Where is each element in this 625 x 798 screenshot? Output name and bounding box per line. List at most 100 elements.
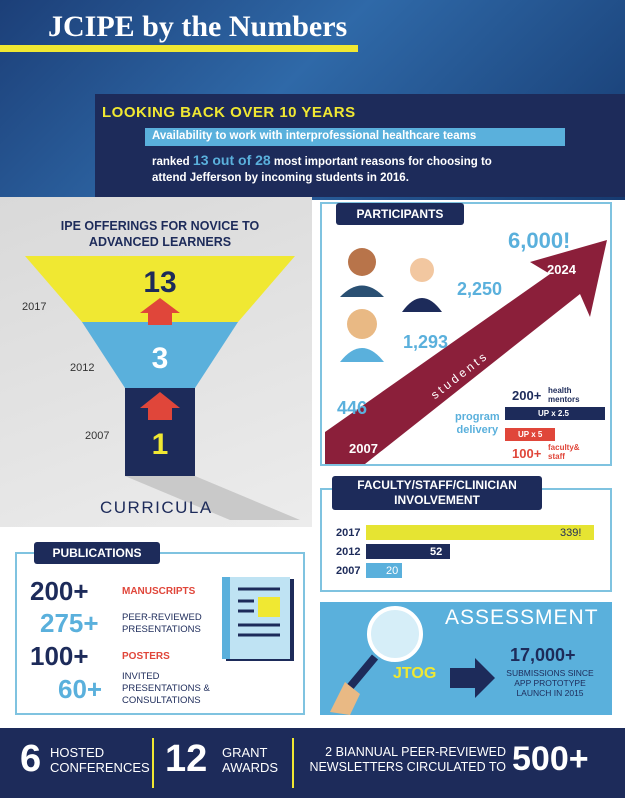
footer-label: 2 BIANNUAL PEER-REVIEWED NEWSLETTERS CIR… [302, 745, 506, 775]
funnel [25, 256, 300, 520]
bar-year: 2012 [336, 546, 361, 558]
line: FACULTY/STAFF/CLINICIAN [357, 478, 517, 492]
highlight: 13 out of 28 [192, 152, 271, 168]
footer-label: GRANT AWARDS [222, 745, 278, 775]
point: 1,293 [403, 332, 449, 352]
program-delivery: program delivery [455, 411, 500, 437]
assessment-label: SUBMISSIONS SINCE APP PROTOTYPE LAUNCH I… [500, 668, 600, 698]
mentors-label: health mentors [548, 386, 580, 404]
growth-arrow [325, 240, 607, 464]
line: LAUNCH IN 2015 [516, 688, 584, 698]
line: GRANT [222, 745, 268, 760]
level-value: 3 [151, 342, 169, 375]
bar [366, 563, 402, 578]
faculty-label: faculty& staff [548, 443, 580, 461]
funnel-top [25, 256, 295, 322]
line: CONSULTATIONS [122, 695, 201, 706]
faculty-count: 100+ [512, 446, 542, 461]
line: APP PROTOTYPE [514, 678, 586, 688]
level-year: 2007 [85, 430, 110, 442]
bar [366, 525, 594, 540]
footer-count: 12 [165, 738, 208, 780]
line: NEWSLETTERS CIRCULATED TO [309, 760, 506, 774]
divider [292, 738, 294, 788]
pub-label: POSTERS [122, 651, 170, 662]
pub-label: MANUSCRIPTS [122, 586, 196, 597]
line: PRESENTATIONS & [122, 683, 210, 694]
curricula-heading: IPE OFFERINGS FOR NOVICE TO ADVANCED LEA… [20, 218, 300, 250]
banner-line: ranked 13 out of 28 most important reaso… [152, 152, 492, 168]
bar-label: 52 [430, 546, 443, 558]
text: ranked [152, 156, 190, 168]
banner-highlight-bg [145, 128, 565, 146]
footer-count: 6 [20, 738, 42, 780]
line: ADVANCED LEARNERS [88, 235, 232, 249]
person-icon [347, 309, 377, 339]
person-icon [340, 348, 384, 362]
banner-line: Availability to work with interprofessio… [152, 130, 477, 142]
publications-heading: PUBLICATIONS [34, 542, 160, 564]
bar-label: 20 [386, 565, 399, 577]
participants-graphic [325, 240, 607, 464]
line: CONFERENCES [50, 760, 150, 775]
divider [152, 738, 154, 788]
assessment-heading: ASSESSMENT [445, 606, 599, 629]
start-year: 2007 [349, 441, 378, 456]
growth-bar [505, 407, 605, 420]
arrow [140, 298, 180, 325]
point: 6,000! [508, 228, 571, 253]
mentors-count: 200+ [512, 388, 542, 403]
book-icon [222, 577, 294, 661]
funnel-mid [82, 322, 238, 388]
line: faculty& [548, 443, 580, 452]
pub-count: 200+ [30, 576, 89, 606]
pub-label: PEER-REVIEWED PRESENTATIONS [122, 612, 202, 636]
banner-line: attend Jefferson by incoming students in… [152, 172, 409, 184]
title: JCIPE by the Numbers [48, 10, 348, 43]
participants-box [320, 202, 612, 466]
app-name: JTOG [393, 665, 437, 682]
footer [0, 728, 625, 798]
person-icon [348, 248, 376, 276]
assessment-count: 17,000+ [510, 645, 576, 665]
pub-count: 275+ [40, 608, 99, 638]
line: SUBMISSIONS SINCE [506, 668, 594, 678]
line: INVITED [122, 671, 160, 682]
curricula-label: CURRICULA [100, 498, 213, 517]
shadow [125, 476, 300, 520]
faculty-growth: UP x 5 [518, 430, 543, 439]
pub-count: 100+ [30, 641, 89, 671]
level-value: 1 [151, 428, 169, 461]
level-year: 2012 [70, 362, 95, 374]
bar-label: 339! [560, 527, 582, 539]
magnifier [330, 606, 495, 715]
line: INVOLVEMENT [394, 493, 480, 507]
text: most important reasons for choosing to [273, 156, 492, 168]
line: staff [548, 452, 565, 461]
level-year: 2017 [22, 301, 47, 313]
person-icon [410, 258, 434, 282]
footer-label: HOSTED CONFERENCES [50, 745, 150, 775]
line: AWARDS [222, 760, 279, 775]
person-icon [340, 285, 384, 297]
banner-heading: LOOKING BACK OVER 10 YEARS [102, 104, 356, 121]
publications-box [15, 552, 305, 715]
title-underline [0, 45, 358, 52]
faculty-heading: FACULTY/STAFF/CLINICIAN INVOLVEMENT [332, 476, 542, 510]
bar-year: 2017 [336, 527, 361, 539]
line: program [455, 411, 500, 423]
footer-count: 500+ [512, 740, 589, 778]
line: PRESENTATIONS [122, 624, 201, 635]
point: 2,250 [457, 279, 503, 299]
level-value: 13 [143, 266, 177, 299]
person-icon [402, 298, 442, 312]
end-year: 2024 [547, 262, 576, 277]
bar-year: 2007 [336, 565, 361, 577]
line: 2 BIANNUAL PEER-REVIEWED [325, 745, 506, 759]
pub-count: 60+ [58, 674, 103, 704]
bar [366, 544, 450, 559]
pub-label: INVITED PRESENTATIONS & CONSULTATIONS [122, 671, 210, 707]
point: 446 [337, 398, 368, 418]
arrow [140, 392, 180, 420]
